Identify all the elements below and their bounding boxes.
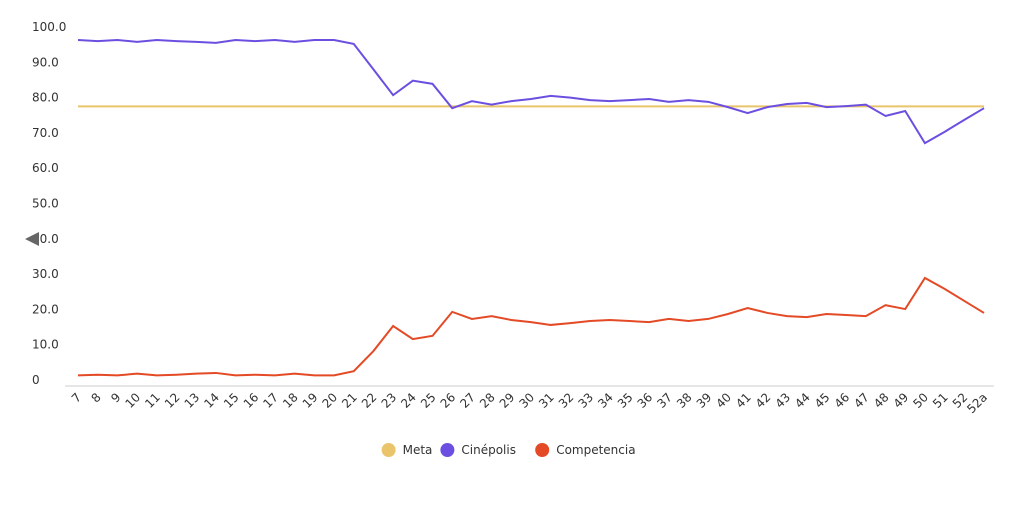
x-tick-label: 14	[201, 390, 222, 411]
x-tick-label: 10	[123, 390, 144, 411]
x-tick-label: 20	[319, 390, 340, 411]
x-tick-label: 34	[595, 390, 616, 411]
x-tick-label: 18	[280, 390, 301, 411]
x-tick-label: 51	[930, 390, 951, 411]
x-tick-label: 27	[457, 390, 478, 411]
legend-label: Competencia	[556, 443, 635, 457]
y-tick-label: 10.0	[32, 338, 59, 352]
legend-label: Meta	[403, 443, 433, 457]
x-tick-label: 12	[162, 390, 183, 411]
x-tick-label: 47	[851, 390, 872, 411]
y-tick-label: 100.0	[32, 20, 66, 34]
x-tick-label: 38	[674, 390, 695, 411]
x-tick-label: 15	[221, 390, 242, 411]
y-tick-label: 20.0	[32, 302, 59, 316]
x-tick-label: 52a	[964, 390, 990, 416]
x-tick-label: 31	[536, 390, 557, 411]
legend-label: Cinépolis	[461, 443, 516, 457]
x-tick-label: 7	[69, 390, 84, 405]
x-tick-label: 39	[694, 390, 715, 411]
x-tick-label: 50	[910, 390, 931, 411]
x-tick-label: 29	[497, 390, 518, 411]
x-tick-label: 13	[182, 390, 203, 411]
x-tick-label: 16	[241, 390, 262, 411]
x-tick-label: 32	[556, 390, 577, 411]
x-tick-label: 11	[142, 390, 163, 411]
x-tick-label: 35	[615, 390, 636, 411]
y-tick-label: 90.0	[32, 55, 59, 69]
legend-marker	[381, 443, 396, 457]
x-tick-label: 44	[792, 390, 813, 411]
x-tick-label: 40	[713, 390, 734, 411]
y-tick-label: 0	[32, 373, 40, 387]
x-tick-label: 21	[339, 390, 360, 411]
x-tick-label: 45	[812, 390, 833, 411]
y-tick-label: 80.0	[32, 91, 59, 105]
x-tick-label: 23	[379, 390, 400, 411]
x-tick-label: 22	[359, 390, 380, 411]
legend-marker	[535, 443, 550, 457]
legend-marker	[440, 443, 455, 457]
x-tick-label: 24	[398, 390, 419, 411]
y-tick-label: 60.0	[32, 161, 59, 175]
x-tick-label: 28	[477, 390, 498, 411]
x-tick-label: 49	[891, 390, 912, 411]
x-tick-label: 36	[635, 390, 656, 411]
x-tick-label: 42	[753, 390, 774, 411]
y-tick-label: 70.0	[32, 126, 59, 140]
x-tick-label: 41	[733, 390, 754, 411]
series-line	[77, 276, 985, 377]
y-tick-label: 30.0	[32, 267, 59, 281]
x-tick-label: 26	[438, 390, 459, 411]
x-tick-label: 43	[772, 390, 793, 411]
x-tick-label: 33	[576, 390, 597, 411]
x-tick-label: 9	[108, 390, 123, 405]
series-line	[77, 39, 985, 145]
nav-arrow	[25, 232, 39, 246]
x-tick-label: 19	[300, 390, 321, 411]
x-tick-label: 30	[516, 390, 537, 411]
x-tick-label: 48	[871, 390, 892, 411]
x-tick-label: 37	[654, 390, 675, 411]
x-tick-label: 25	[418, 390, 439, 411]
x-tick-label: 17	[260, 390, 281, 411]
x-tick-label: 46	[832, 390, 853, 411]
y-tick-label: 50.0	[32, 197, 59, 211]
x-tick-label: 8	[89, 390, 104, 405]
